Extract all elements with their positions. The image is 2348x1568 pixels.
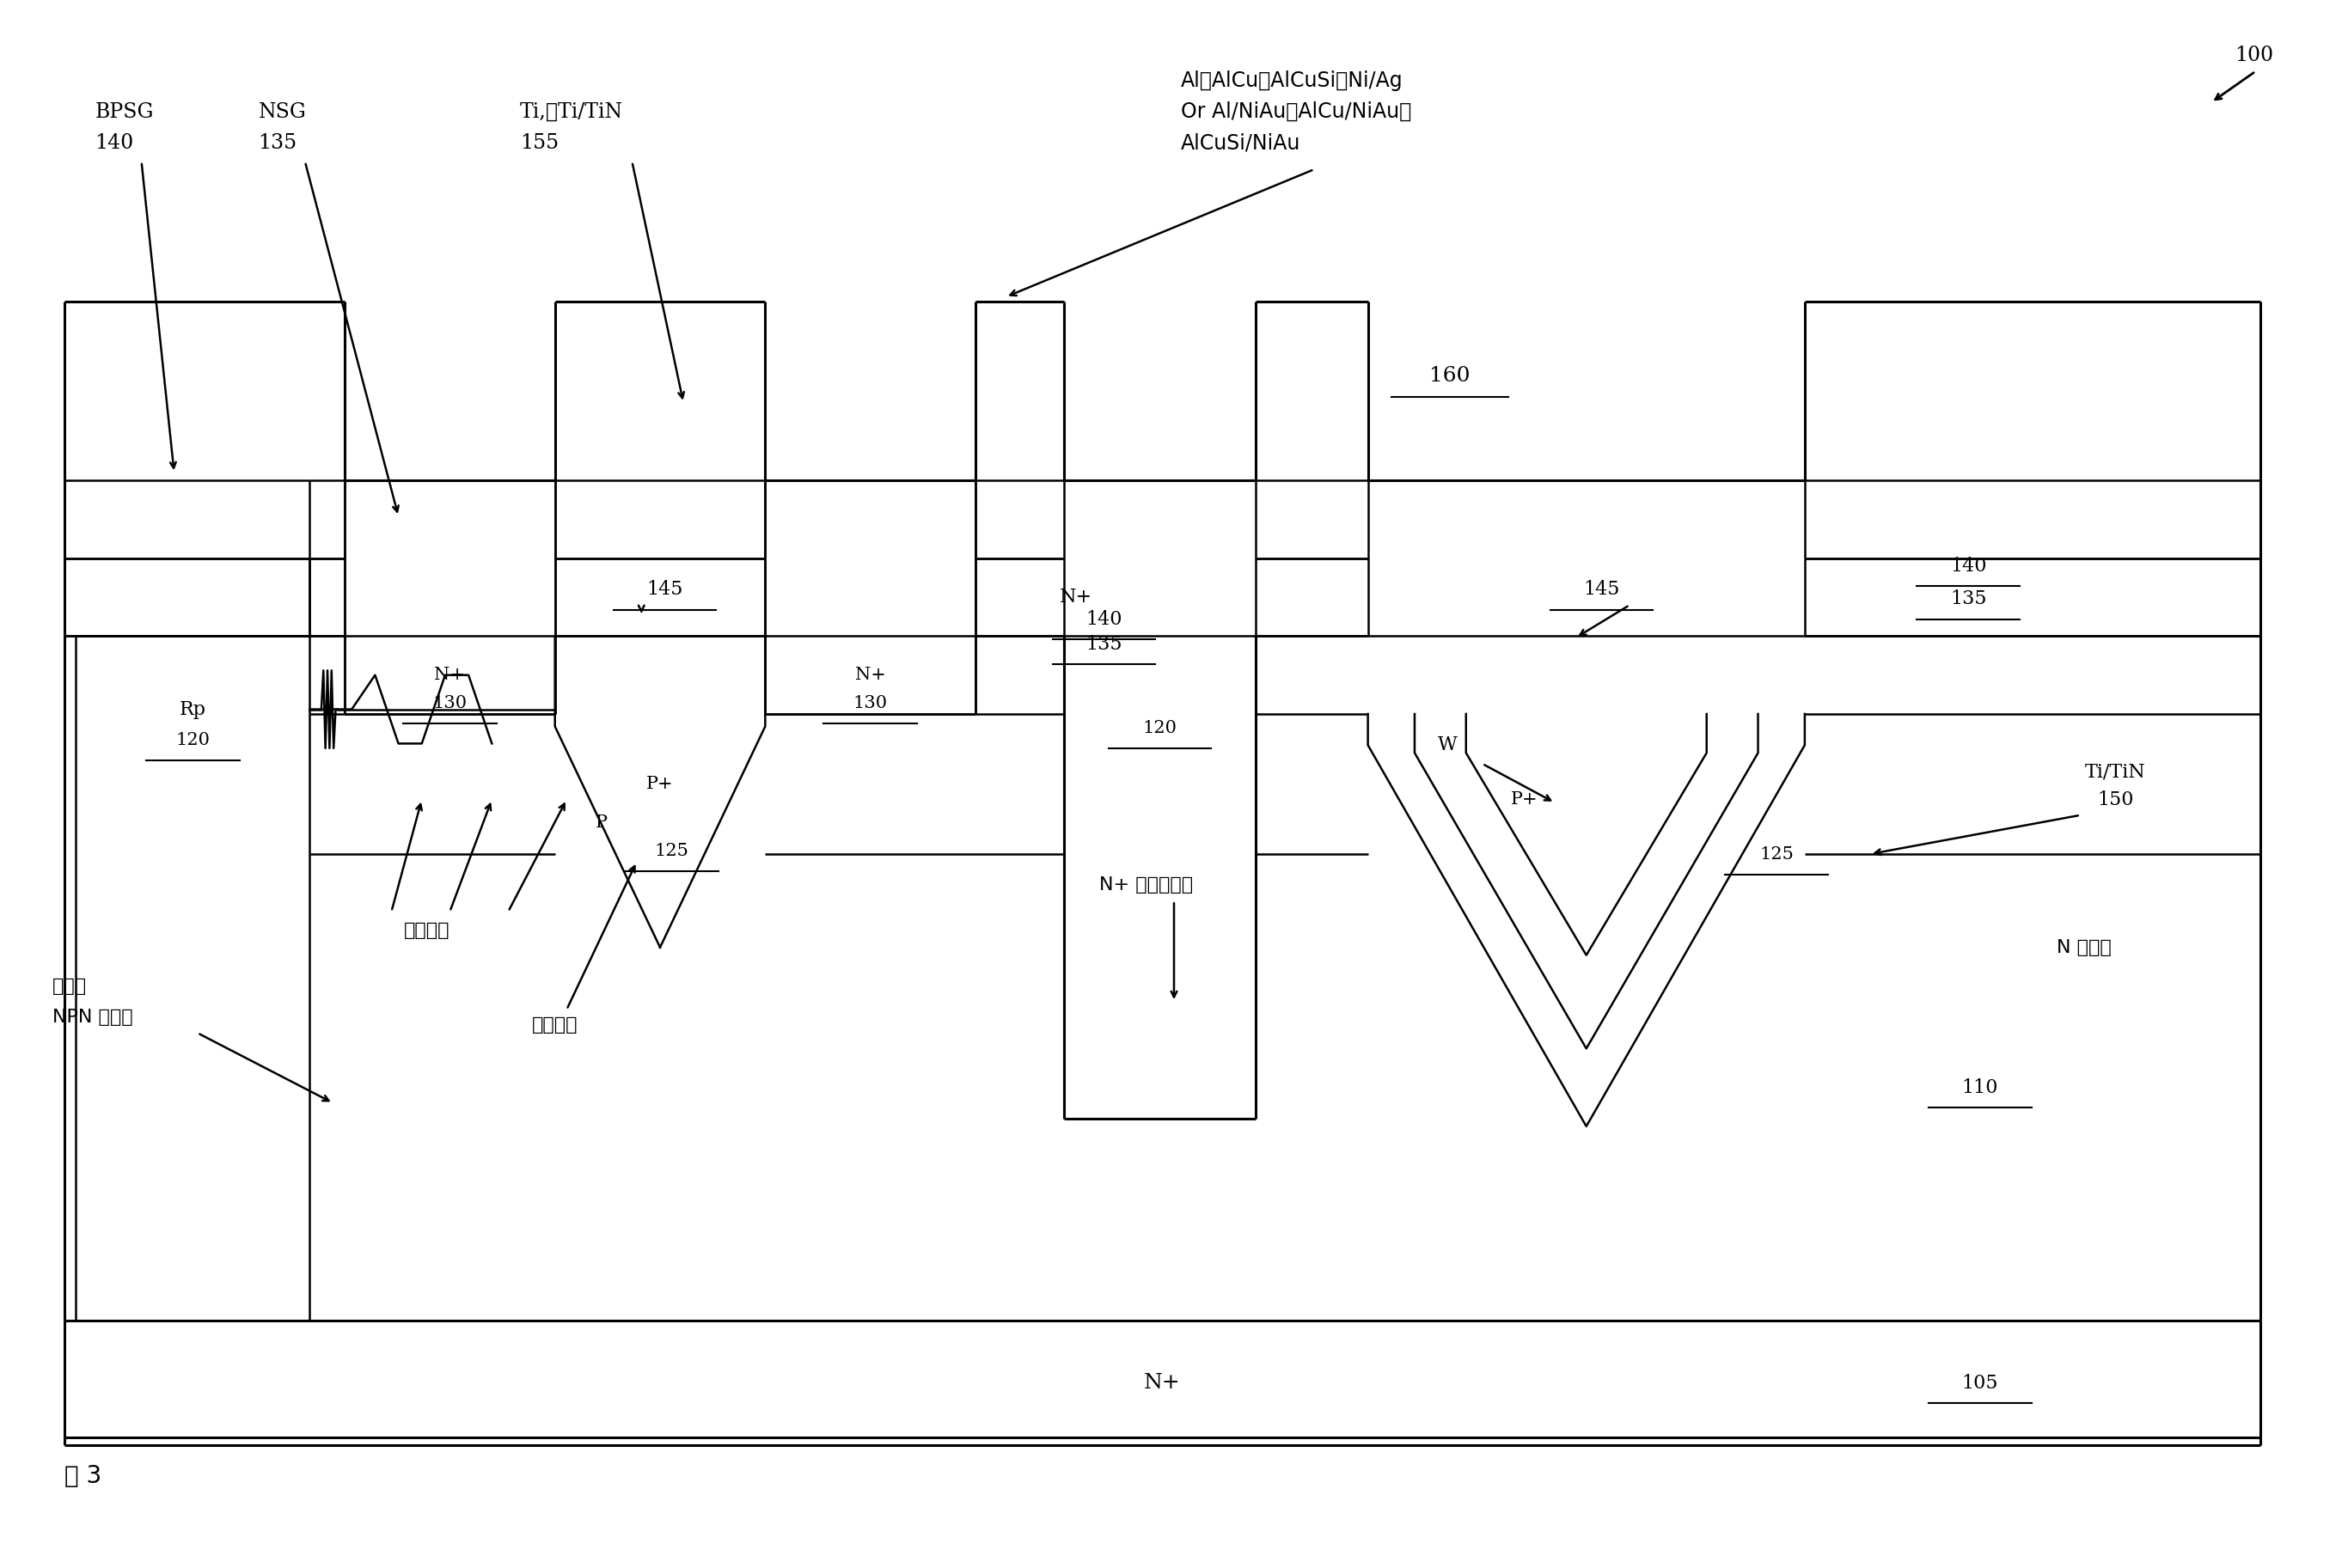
Text: Ti/TiN: Ti/TiN xyxy=(2085,762,2146,781)
Text: 140: 140 xyxy=(1949,557,1986,575)
Text: 130: 130 xyxy=(432,695,467,712)
Text: 125: 125 xyxy=(1759,845,1794,862)
Text: NPN 二极体: NPN 二极体 xyxy=(52,1008,134,1025)
Text: 135: 135 xyxy=(258,133,298,152)
Text: 此处雪崩: 此处雪崩 xyxy=(531,1016,578,1033)
Text: P+: P+ xyxy=(1510,792,1538,808)
Text: 105: 105 xyxy=(1961,1374,1998,1392)
Text: 160: 160 xyxy=(1430,367,1470,386)
Text: Rp: Rp xyxy=(178,699,207,718)
Text: N+: N+ xyxy=(855,666,885,684)
Text: Or Al/NiAu或AlCu/NiAu或: Or Al/NiAu或AlCu/NiAu或 xyxy=(1181,102,1411,122)
Text: N+: N+ xyxy=(434,666,465,684)
Text: 110: 110 xyxy=(1961,1077,1998,1098)
Text: NSG: NSG xyxy=(258,102,305,122)
Text: Al或AlCu或AlCuSi或Ni/Ag: Al或AlCu或AlCuSi或Ni/Ag xyxy=(1181,71,1404,91)
Text: 155: 155 xyxy=(519,133,559,152)
Text: 135: 135 xyxy=(1085,635,1122,654)
Text: 145: 145 xyxy=(646,580,683,599)
Text: 100: 100 xyxy=(2235,45,2273,66)
Text: Ti,或Ti/TiN: Ti,或Ti/TiN xyxy=(519,102,622,122)
Text: 145: 145 xyxy=(1583,580,1620,599)
Text: W: W xyxy=(1437,735,1458,754)
Text: 125: 125 xyxy=(655,842,688,859)
Text: 135: 135 xyxy=(1949,590,1986,608)
Text: 150: 150 xyxy=(2097,790,2134,809)
Text: 雪崩电流: 雪崩电流 xyxy=(404,922,448,939)
Text: P+: P+ xyxy=(646,776,674,792)
Text: 寄生的: 寄生的 xyxy=(52,978,87,994)
Text: AlCuSi/NiAu: AlCuSi/NiAu xyxy=(1181,133,1301,154)
Text: N 外延层: N 外延层 xyxy=(2057,939,2111,956)
Text: BPSG: BPSG xyxy=(94,102,153,122)
Text: 130: 130 xyxy=(852,695,888,712)
Text: 120: 120 xyxy=(1143,720,1176,735)
Text: P: P xyxy=(596,815,608,831)
Text: N+: N+ xyxy=(1059,588,1092,607)
Text: 图 3: 图 3 xyxy=(63,1465,101,1488)
Text: 140: 140 xyxy=(1085,610,1122,629)
Text: 140: 140 xyxy=(94,133,134,152)
Text: N+: N+ xyxy=(1143,1374,1181,1392)
Text: 120: 120 xyxy=(176,732,209,748)
Text: N+ 掺杂多晶硅: N+ 掺杂多晶硅 xyxy=(1099,877,1193,894)
